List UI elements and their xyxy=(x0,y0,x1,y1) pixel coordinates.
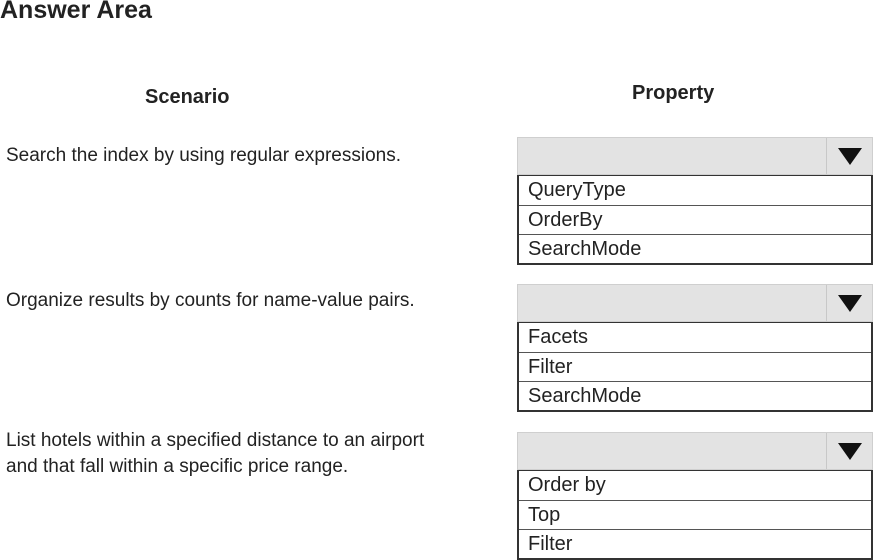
dropdown-option[interactable]: Facets xyxy=(528,326,589,348)
dropdown-options: Order by Top Filter xyxy=(517,470,873,560)
dropdown-option[interactable]: SearchMode xyxy=(519,234,871,263)
scenario-text: List hotels within a specified distance … xyxy=(6,430,425,451)
dropdown-option[interactable]: Filter xyxy=(519,352,871,381)
dropdown-option[interactable]: OrderBy xyxy=(519,205,871,234)
chevron-down-icon xyxy=(837,442,862,460)
dropdown-arrow-button[interactable] xyxy=(826,138,872,174)
property-dropdown-3: Order by Top Filter xyxy=(517,432,873,560)
page-title: Answer Area xyxy=(0,0,152,24)
dropdown-option[interactable]: QueryType xyxy=(528,179,626,201)
scenario-3: List hotels within a specified distance … xyxy=(6,428,424,480)
chevron-down-icon xyxy=(837,147,862,165)
dropdown-option[interactable]: Filter xyxy=(519,529,871,558)
dropdown-select[interactable] xyxy=(517,137,873,175)
dropdown-option[interactable]: Order by xyxy=(528,474,606,496)
property-dropdown-1: QueryType OrderBy SearchMode xyxy=(517,137,873,265)
scenario-text: and that fall within a specific price ra… xyxy=(6,456,349,477)
scenario-text: Search the index by using regular expres… xyxy=(6,145,402,166)
scenario-2: Organize results by counts for name-valu… xyxy=(6,288,415,314)
scenario-header: Scenario xyxy=(145,86,230,108)
dropdown-select[interactable] xyxy=(517,284,873,322)
property-dropdown-2: Facets Filter SearchMode xyxy=(517,284,873,412)
dropdown-option[interactable]: SearchMode xyxy=(519,381,871,410)
dropdown-arrow-button[interactable] xyxy=(826,285,872,321)
dropdown-options: Facets Filter SearchMode xyxy=(517,322,873,412)
scenario-text: Organize results by counts for name-valu… xyxy=(6,290,415,311)
dropdown-select[interactable] xyxy=(517,432,873,470)
dropdown-option[interactable]: Top xyxy=(519,500,871,529)
dropdown-arrow-button[interactable] xyxy=(826,433,872,469)
chevron-down-icon xyxy=(837,294,862,312)
property-header: Property xyxy=(632,82,715,104)
dropdown-options: QueryType OrderBy SearchMode xyxy=(517,175,873,265)
scenario-1: Search the index by using regular expres… xyxy=(6,143,401,169)
